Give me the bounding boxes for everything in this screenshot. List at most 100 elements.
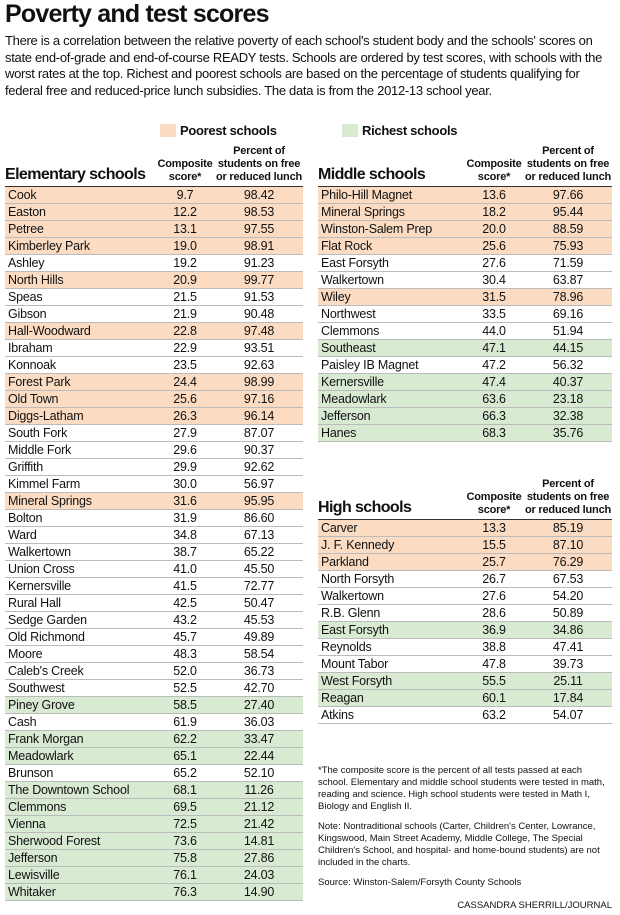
table-row: Cash 61.9 36.03 [5,713,303,731]
cell-value: 14.81 [215,832,303,850]
table-row: Sherwood Forest 73.6 14.81 [5,832,303,850]
cell-value: 75.93 [524,237,612,255]
legend-item: Poorest schools [160,123,277,138]
school-name: East Forsyth [318,254,464,272]
notes: *The composite score is the percent of a… [318,765,610,897]
cell-value: 68.1 [155,781,215,799]
cell-value: 41.0 [155,560,215,578]
table-row: Frank Morgan 62.2 33.47 [5,730,303,748]
cell-value: 31.5 [464,288,524,306]
cell-value: 27.40 [215,696,303,714]
table-row: Reagan 60.1 17.84 [318,689,612,707]
cell-value: 25.7 [464,553,524,571]
table-row: Walkertown 30.4 63.87 [318,271,612,289]
school-name: South Fork [5,424,155,442]
school-name: Rural Hall [5,594,155,612]
cell-value: 29.6 [155,441,215,459]
cell-value: 69.16 [524,305,612,323]
table-row: Mineral Springs 18.2 95.44 [318,203,612,221]
cell-value: 58.5 [155,696,215,714]
table-row: Caleb's Creek 52.0 36.73 [5,662,303,680]
school-name: Mineral Springs [5,492,155,510]
school-name: Konnoak [5,356,155,374]
school-name: Vienna [5,815,155,833]
school-name: Walkertown [318,271,464,289]
table: High schools Composite score* Percent of s… [318,478,612,724]
cell-value: 50.89 [524,604,612,622]
table-row: Lewisville 76.1 24.03 [5,866,303,884]
legend-swatch [160,124,176,137]
cell-value: 50.47 [215,594,303,612]
cell-value: 98.53 [215,203,303,221]
table-row: Mineral Springs 31.6 95.95 [5,492,303,510]
column-header: Composite score* [464,478,524,520]
school-name: Piney Grove [5,696,155,714]
table-row: Diggs-Latham 26.3 96.14 [5,407,303,425]
cell-value: 24.03 [215,866,303,884]
school-name: Walkertown [318,587,464,605]
legend-item: Richest schools [342,123,458,138]
table-row: Kimberley Park 19.0 98.91 [5,237,303,255]
cell-value: 19.2 [155,254,215,272]
table-row: Northwest 33.5 69.16 [318,305,612,323]
cell-value: 95.95 [215,492,303,510]
school-name: Kernersville [5,577,155,595]
table-row: Piney Grove 58.5 27.40 [5,696,303,714]
school-name: Lewisville [5,866,155,884]
cell-value: 65.2 [155,764,215,782]
cell-value: 87.07 [215,424,303,442]
cell-value: 73.6 [155,832,215,850]
school-name: Clemmons [318,322,464,340]
cell-value: 20.0 [464,220,524,238]
cell-value: 98.99 [215,373,303,391]
school-name: Meadowlark [5,747,155,765]
school-name: Cash [5,713,155,731]
table-row: Walkertown 27.6 54.20 [318,587,612,605]
school-name: North Forsyth [318,570,464,588]
school-name: Ibraham [5,339,155,357]
table-row: Union Cross 41.0 45.50 [5,560,303,578]
school-name: Southeast [318,339,464,357]
cell-value: 93.51 [215,339,303,357]
school-name: Northwest [318,305,464,323]
cell-value: 30.4 [464,271,524,289]
cell-value: 47.8 [464,655,524,673]
school-name: Whitaker [5,883,155,901]
table-row: South Fork 27.9 87.07 [5,424,303,442]
school-name: Reagan [318,689,464,707]
cell-value: 97.48 [215,322,303,340]
cell-value: 38.7 [155,543,215,561]
table-row: Bolton 31.9 86.60 [5,509,303,527]
cell-value: 92.62 [215,458,303,476]
cell-value: 58.54 [215,645,303,663]
cell-value: 25.6 [155,390,215,408]
school-name: Kimmel Farm [5,475,155,493]
school-name: Hall-Woodward [5,322,155,340]
cell-value: 13.3 [464,519,524,537]
cell-value: 45.7 [155,628,215,646]
table-row: Forest Park 24.4 98.99 [5,373,303,391]
school-name: Union Cross [5,560,155,578]
cell-value: 56.97 [215,475,303,493]
table-row: Parkland 25.7 76.29 [318,553,612,571]
cell-value: 54.07 [524,706,612,724]
table-row: North Hills 20.9 99.77 [5,271,303,289]
table-row: Meadowlark 65.1 22.44 [5,747,303,765]
table-row: Jefferson 66.3 32.38 [318,407,612,425]
school-name: Kernersville [318,373,464,391]
table-row: Whitaker 76.3 14.90 [5,883,303,901]
cell-value: 36.9 [464,621,524,639]
school-name: Meadowlark [318,390,464,408]
cell-value: 95.44 [524,203,612,221]
cell-value: 96.14 [215,407,303,425]
cell-value: 26.7 [464,570,524,588]
cell-value: 22.8 [155,322,215,340]
cell-value: 15.5 [464,536,524,554]
school-name: Southwest [5,679,155,697]
cell-value: 18.2 [464,203,524,221]
table-row: Kernersville 47.4 40.37 [318,373,612,391]
cell-value: 47.1 [464,339,524,357]
credit: CASSANDRA SHERRILL/JOURNAL [457,900,612,911]
table-row: Brunson 65.2 52.10 [5,764,303,782]
